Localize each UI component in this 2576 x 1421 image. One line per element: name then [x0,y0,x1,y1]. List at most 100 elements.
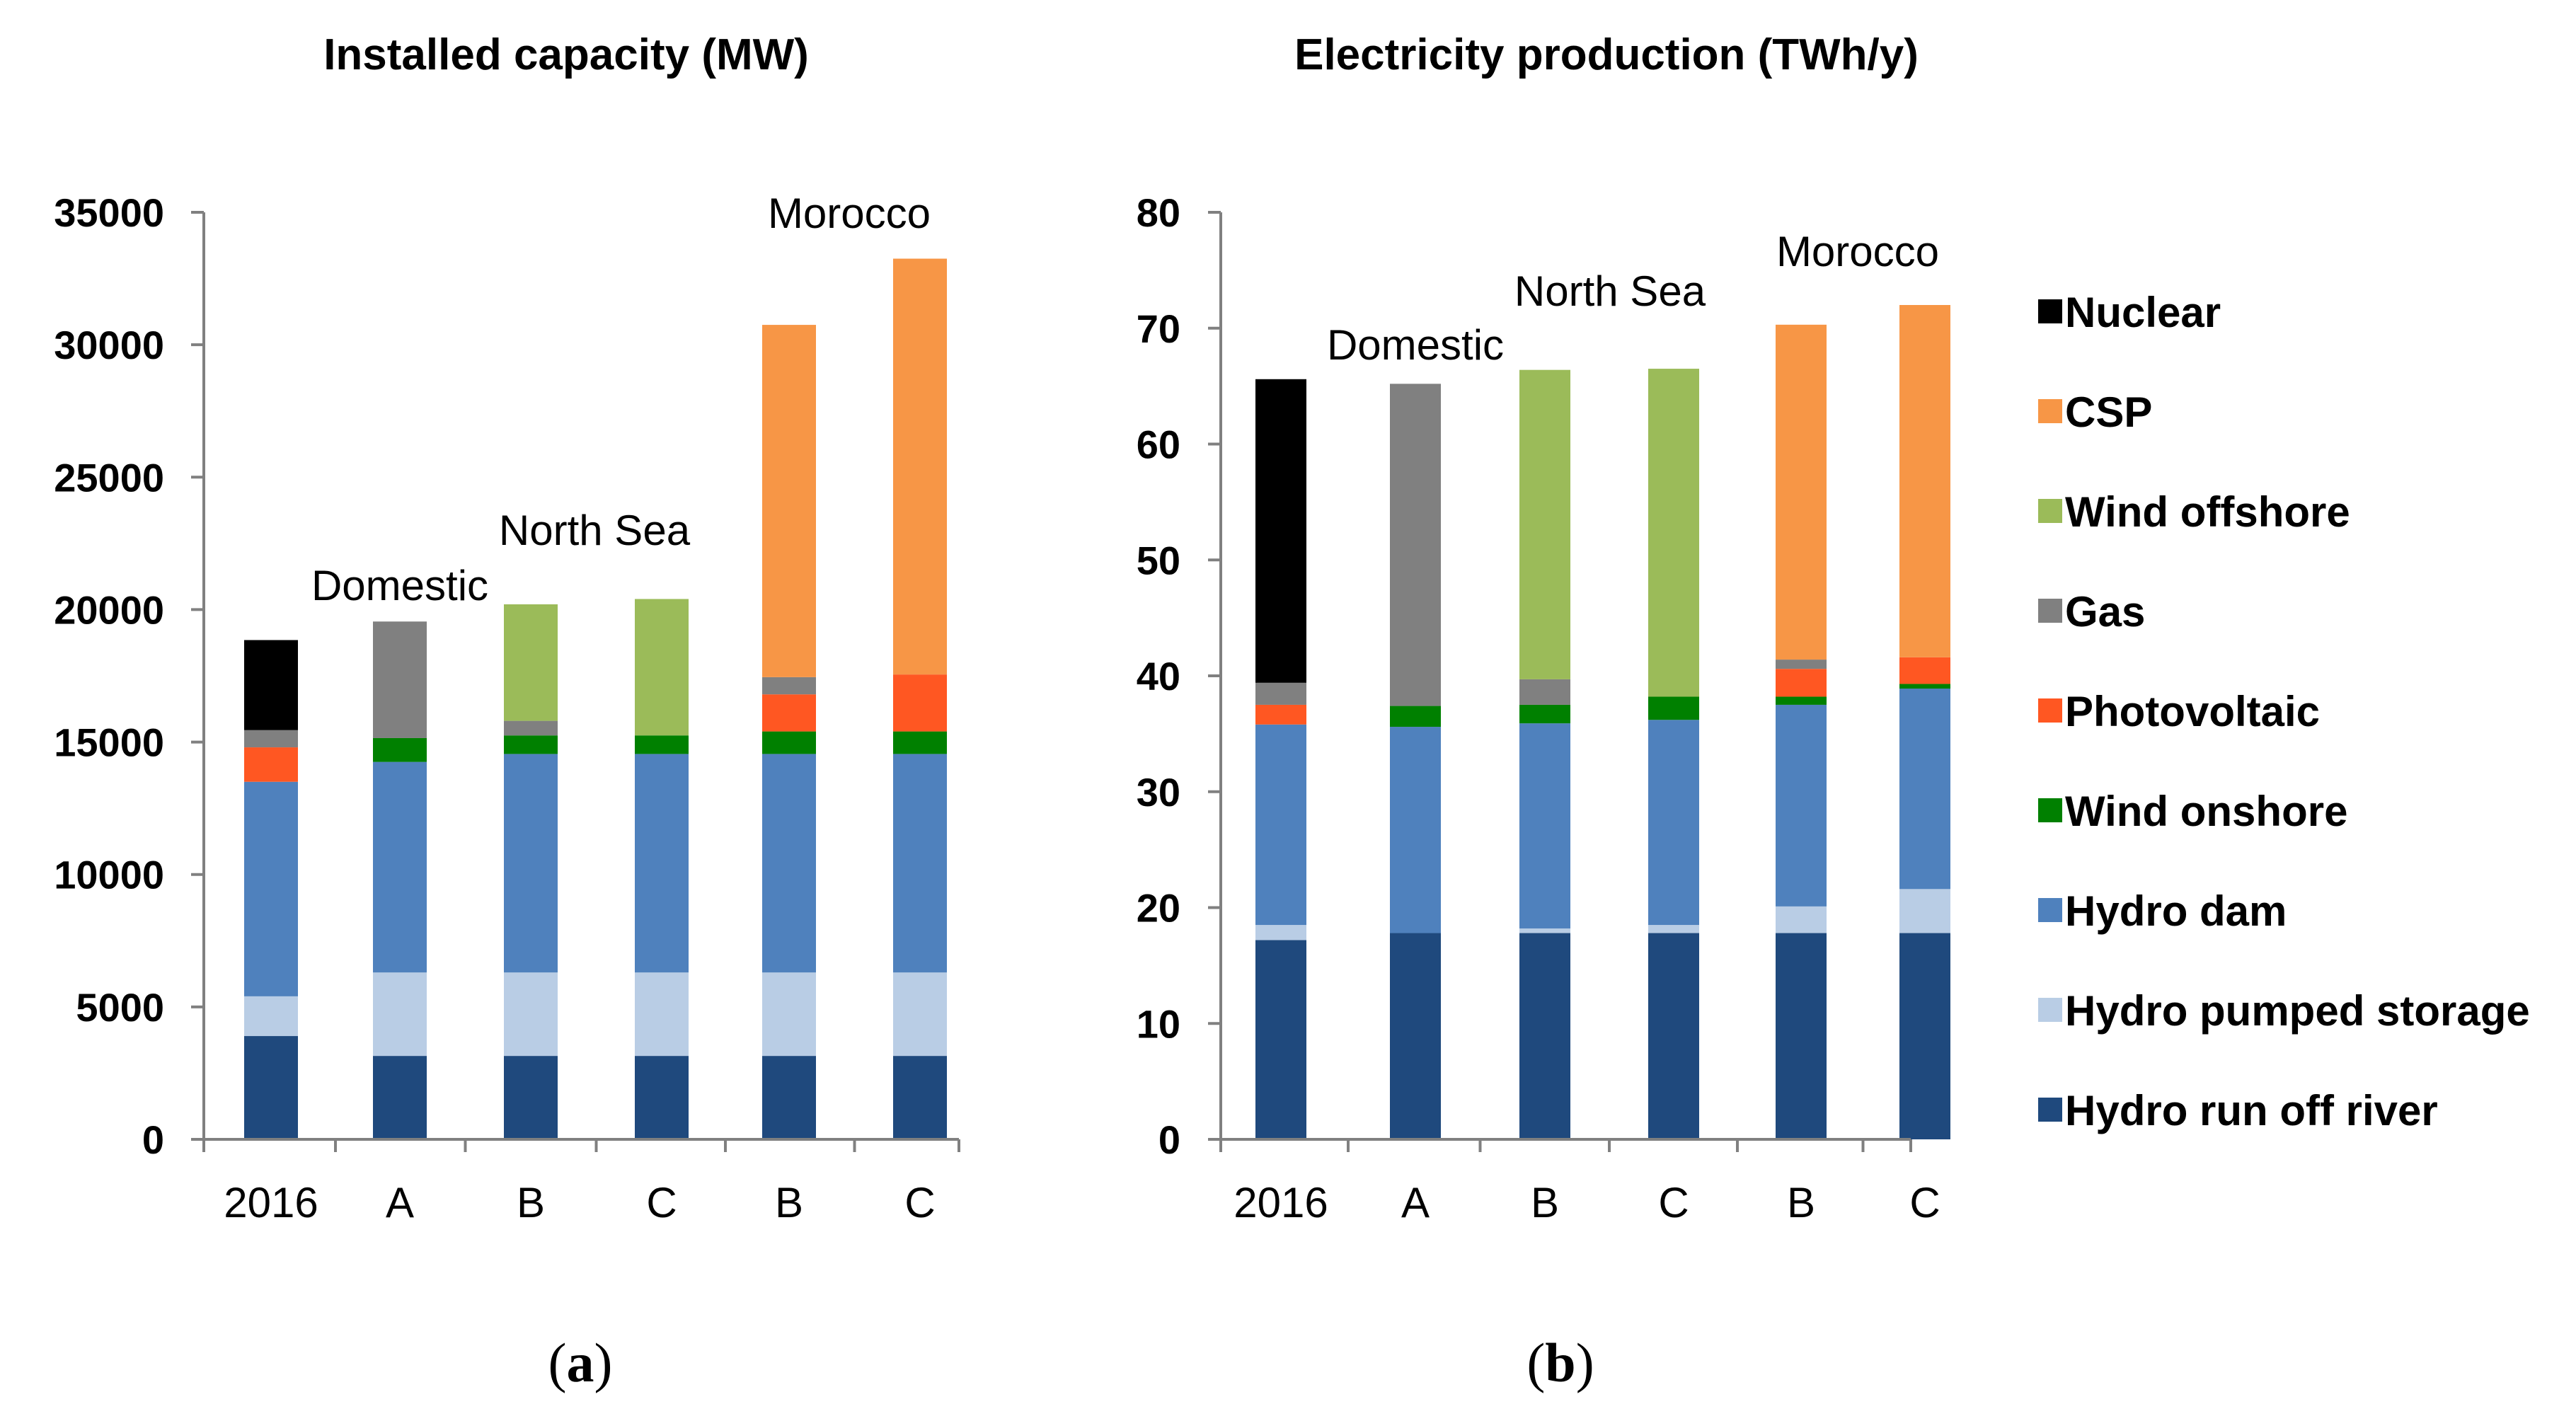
y-tick-label: 60 [1137,422,1180,467]
bar-wind-onshore-a-1 [373,737,427,762]
bar-hydro-dam-b-2 [504,754,558,973]
y-tick-label: 25000 [54,455,164,500]
x-tick-label: 2016 [224,1179,318,1226]
y-tick-label: 10 [1137,1001,1180,1046]
bar-hydro-dam-b-4 [762,754,816,973]
bar-hydro-dam-2016-0 [244,781,298,996]
bar-hydro-run-off-river-b-2 [504,1056,558,1139]
bar-hydro-dam-a-1 [1390,727,1441,933]
bar-nuclear-2016-0 [1255,379,1306,683]
x-tick-label: A [386,1179,414,1226]
bar-hydro-pumped-storage-c-3 [635,972,689,1057]
legend-swatch-hydro-run-off-river [2038,1098,2062,1122]
bar-wind-onshore-c-3 [1648,696,1699,720]
bar-hydro-pumped-storage-c-3 [1648,925,1699,933]
x-tick-label: B [1531,1179,1559,1226]
group-label-domestic: Domestic [1327,321,1504,369]
bar-hydro-run-off-river-c-5 [893,1056,947,1139]
bar-hydro-pumped-storage-c-5 [1899,889,1950,933]
legend-label-gas: Gas [2065,588,2145,635]
bar-photovoltaic-2016-0 [1255,704,1306,725]
y-tick-label: 80 [1137,190,1180,235]
group-label-north-sea: North Sea [1514,267,1706,315]
bar-hydro-pumped-storage-2016-0 [1255,925,1306,940]
bar-hydro-dam-2016-0 [1255,724,1306,926]
y-tick-label: 30000 [54,323,164,367]
y-tick-label: 15000 [54,720,164,765]
legend-label-csp: CSP [2065,389,2152,436]
bar-csp-b-4 [762,325,816,677]
chart-title: Electricity production (TWh/y) [1294,30,1919,79]
bar-hydro-run-off-river-c-3 [635,1056,689,1139]
legend-swatch-wind-offshore [2038,499,2062,523]
y-tick-label: 0 [142,1117,164,1162]
legend-label-photovoltaic: Photovoltaic [2065,688,2320,735]
legend-swatch-csp [2038,399,2062,423]
y-tick-label: 5000 [76,985,164,1030]
bar-hydro-run-off-river-c-3 [1648,933,1699,1139]
bar-hydro-dam-c-5 [1899,689,1950,890]
bar-wind-onshore-c-5 [893,731,947,754]
x-tick-label: C [904,1179,935,1226]
legend-swatch-photovoltaic [2038,698,2062,723]
bar-wind-onshore-b-2 [504,735,558,754]
bar-wind-onshore-c-5 [1899,684,1950,689]
legend-swatch-gas [2038,599,2062,623]
group-label-domestic: Domestic [311,562,488,609]
legend: Nuclear CSP Wind offshore Gas Photovoltaic Wi… [2038,289,2530,1134]
bar-gas-b-2 [504,720,558,736]
bar-hydro-run-off-river-b-4 [762,1056,816,1139]
x-tick-label: B [517,1179,545,1226]
bar-hydro-pumped-storage-b-4 [762,972,816,1057]
bar-wind-onshore-c-3 [635,735,689,754]
bar-gas-b-4 [1776,660,1827,669]
bar-hydro-pumped-storage-b-2 [1519,928,1570,933]
bar-gas-a-1 [373,621,427,738]
bar-gas-a-1 [1390,384,1441,706]
legend-label-hydro-pumped-storage: Hydro pumped storage [2065,987,2530,1035]
bar-csp-b-4 [1776,324,1827,660]
bar-hydro-pumped-storage-c-5 [893,972,947,1057]
bar-hydro-pumped-storage-2016-0 [244,996,298,1037]
y-tick-label: 70 [1137,306,1180,351]
bar-hydro-run-off-river-b-4 [1776,933,1827,1139]
legend-label-wind-offshore: Wind offshore [2065,488,2350,536]
legend-swatch-hydro-pumped-storage [2038,998,2062,1022]
bar-hydro-pumped-storage-b-2 [504,972,558,1057]
legend-label-hydro-run-off-river: Hydro run off river [2065,1087,2438,1134]
bar-hydro-dam-b-2 [1519,723,1570,928]
bar-wind-offshore-b-2 [1519,369,1570,679]
bar-hydro-dam-a-1 [373,761,427,973]
bar-hydro-run-off-river-b-2 [1519,933,1570,1139]
bar-hydro-dam-c-3 [1648,720,1699,926]
x-tick-label: 2016 [1234,1179,1328,1226]
y-tick-label: 20000 [54,587,164,632]
x-tick-label: A [1401,1179,1430,1226]
bar-photovoltaic-c-5 [1899,657,1950,684]
x-tick-label: C [646,1179,677,1226]
bar-hydro-run-off-river-c-5 [1899,933,1950,1139]
bar-hydro-dam-c-3 [635,754,689,973]
bar-wind-onshore-b-4 [1776,696,1827,705]
bar-gas-2016-0 [244,730,298,748]
group-label-morocco: Morocco [1776,228,1939,275]
bar-hydro-dam-c-5 [893,754,947,973]
y-tick-label: 0 [1158,1117,1180,1162]
bar-csp-c-5 [893,258,947,675]
y-tick-label: 50 [1137,538,1180,582]
bar-gas-2016-0 [1255,682,1306,705]
legend-swatch-wind-onshore [2038,798,2062,822]
legend-label-wind-onshore: Wind onshore [2065,788,2347,835]
caption-b-letter: b [1545,1332,1575,1393]
bar-gas-b-4 [762,677,816,695]
bar-gas-b-2 [1519,679,1570,705]
bar-wind-onshore-b-2 [1519,704,1570,724]
bar-wind-offshore-c-3 [1648,369,1699,697]
y-tick-label: 30 [1137,770,1180,815]
chart-electricity-production: Electricity production (TWh/y) 0 10 20 30 40… [1137,30,1950,1226]
chart-title: Installed capacity (MW) [323,30,809,79]
chart-installed-capacity: Installed capacity (MW) 0 5000 10000 15000 2… [54,30,960,1226]
bar-hydro-pumped-storage-a-1 [373,972,427,1057]
bar-photovoltaic-2016-0 [244,747,298,782]
bar-hydro-run-off-river-2016-0 [1255,940,1306,1139]
